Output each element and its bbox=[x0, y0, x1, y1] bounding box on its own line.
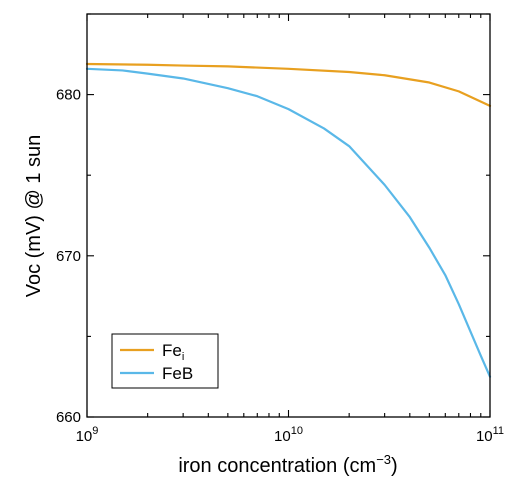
x-axis-title: iron concentration (cm−3) bbox=[178, 452, 397, 477]
x-tick-exponent: 11 bbox=[493, 425, 504, 437]
x-tick-base: 10 bbox=[476, 428, 493, 445]
x-tick-label: 1010 bbox=[274, 425, 303, 445]
x-tick-exponent: 10 bbox=[291, 425, 303, 437]
y-tick-label: 660 bbox=[56, 409, 81, 426]
x-tick-base: 10 bbox=[76, 428, 93, 445]
x-tick-label: 1011 bbox=[476, 425, 504, 445]
y-axis-title: Voc (mV) @ 1 sun bbox=[23, 135, 45, 298]
legend-label-fei: Fei bbox=[162, 341, 184, 363]
plot-lines bbox=[85, 62, 492, 378]
legend-label-feb: FeB bbox=[162, 364, 193, 383]
x-tick-exponent: 9 bbox=[92, 425, 98, 437]
y-tick-label: 680 bbox=[56, 87, 81, 104]
series-line-feb bbox=[85, 67, 492, 378]
x-tick-base: 10 bbox=[274, 428, 291, 445]
y-tick-label: 670 bbox=[56, 248, 81, 265]
legend-box bbox=[111, 333, 219, 389]
legend-label-subscript: i bbox=[182, 351, 184, 363]
legend-label-base: FeB bbox=[162, 364, 193, 383]
series-line-fei bbox=[85, 62, 492, 107]
legend-label-base: Fe bbox=[162, 341, 182, 360]
x-tick-label: 109 bbox=[76, 425, 99, 445]
axis-ticks bbox=[86, 13, 491, 418]
